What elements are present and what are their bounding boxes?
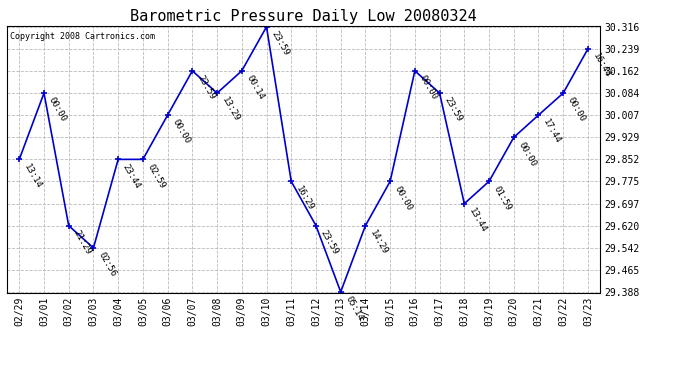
Text: Copyright 2008 Cartronics.com: Copyright 2008 Cartronics.com [10,32,155,40]
Text: 00:00: 00:00 [393,184,414,212]
Text: 00:00: 00:00 [417,74,439,101]
Text: 02:56: 02:56 [96,251,117,279]
Text: 16:44: 16:44 [591,52,612,80]
Text: 13:44: 13:44 [467,206,489,234]
Text: 23:59: 23:59 [319,228,340,256]
Text: 01:59: 01:59 [492,184,513,212]
Text: 17:44: 17:44 [541,118,562,146]
Text: 23:59: 23:59 [195,74,217,101]
Text: 00:00: 00:00 [170,118,192,146]
Text: 13:29: 13:29 [220,96,241,124]
Text: 14:29: 14:29 [368,228,389,256]
Text: 05:14: 05:14 [344,295,365,322]
Text: 00:00: 00:00 [47,96,68,124]
Text: 13:14: 13:14 [22,162,43,190]
Text: 23:59: 23:59 [269,30,290,57]
Text: 00:00: 00:00 [517,140,538,168]
Text: 23:59: 23:59 [442,96,464,124]
Text: 00:14: 00:14 [244,74,266,101]
Text: 16:29: 16:29 [294,184,315,212]
Title: Barometric Pressure Daily Low 20080324: Barometric Pressure Daily Low 20080324 [130,9,477,24]
Text: 02:59: 02:59 [146,162,167,190]
Text: 23:44: 23:44 [121,162,142,190]
Text: 00:00: 00:00 [566,96,587,124]
Text: 21:29: 21:29 [72,228,92,256]
